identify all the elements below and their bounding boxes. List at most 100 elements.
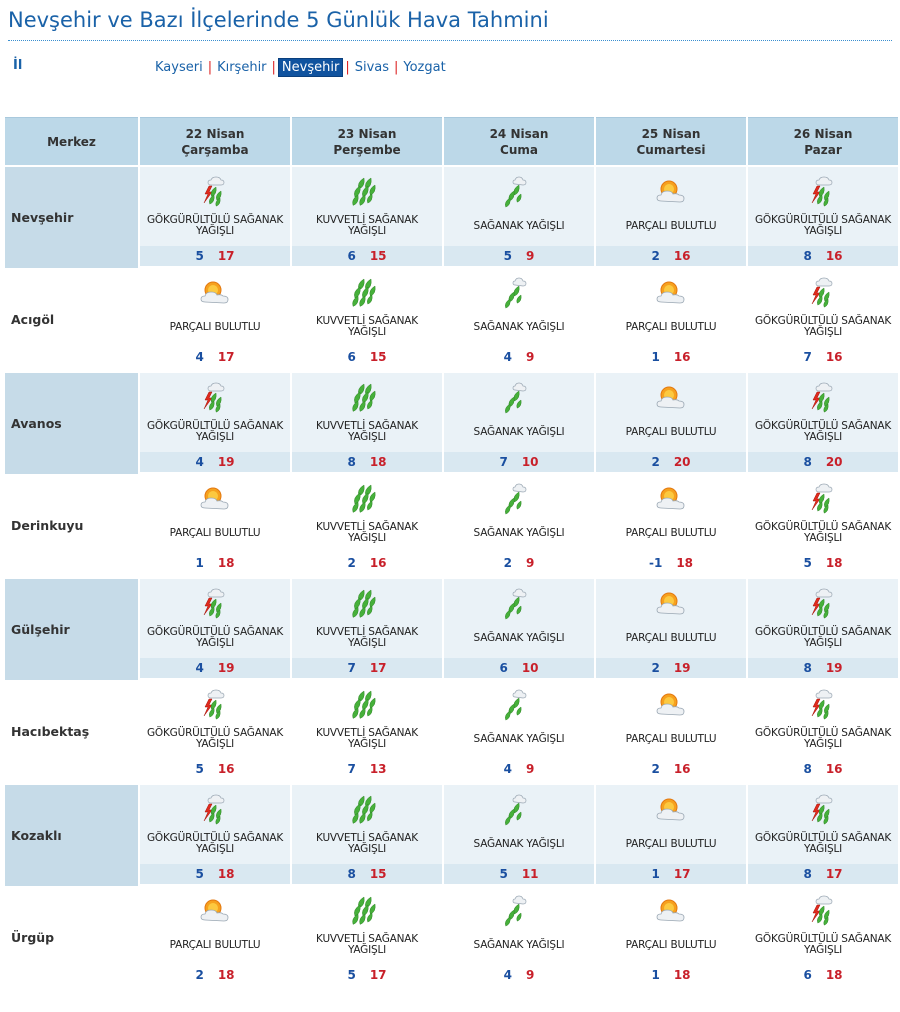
forecast-cell-top: KUVVETLİ SAĞANAK YAĞIŞLI (292, 680, 442, 759)
city-link-4[interactable]: Yozgat (403, 60, 446, 75)
heavy-shower-icon (349, 380, 385, 416)
forecast-cell: PARÇALI BULUTLU 2 16 (596, 167, 746, 268)
forecast-cell: GÖKGÜRÜLTÜLÜ SAĞANAK YAĞIŞLI 4 19 (140, 579, 290, 680)
thunder-shower-icon (197, 792, 233, 828)
heavy-shower-icon (349, 481, 385, 517)
forecast-cell-top: SAĞANAK YAĞIŞLI (444, 886, 594, 965)
forecast-cell-top: GÖKGÜRÜLTÜLÜ SAĞANAK YAĞIŞLI (140, 785, 290, 864)
heavy-shower-icon (349, 275, 385, 311)
condition-text: GÖKGÜRÜLTÜLÜ SAĞANAK YAĞIŞLI (146, 832, 284, 855)
forecast-cell: SAĞANAK YAĞIŞLI 4 9 (444, 268, 594, 371)
nav-separator: | (207, 60, 213, 75)
max-temp: 17 (673, 867, 691, 881)
temperature-row: 6 18 (748, 965, 898, 985)
condition-text: KUVVETLİ SAĞANAK YAĞIŞLI (316, 315, 418, 338)
day-date: 24 Nisan (489, 126, 549, 141)
temperature-row: 2 18 (140, 965, 290, 985)
min-temp: 6 (347, 350, 356, 364)
heavy-shower-icon (349, 893, 385, 929)
condition-text: SAĞANAK YAĞIŞLI (473, 938, 565, 951)
max-temp: 18 (217, 556, 235, 570)
max-temp: 9 (526, 968, 535, 982)
thunder-shower-icon (197, 380, 233, 416)
max-temp: 17 (369, 968, 387, 982)
max-temp: 16 (825, 249, 843, 263)
district-name: Avanos (5, 373, 138, 474)
min-temp: 5 (195, 867, 204, 881)
forecast-cell-top: GÖKGÜRÜLTÜLÜ SAĞANAK YAĞIŞLI (140, 373, 290, 452)
thunder-shower-icon (805, 687, 841, 723)
min-temp: 2 (651, 249, 660, 263)
temperature-row: 7 10 (444, 452, 594, 472)
condition-text: GÖKGÜRÜLTÜLÜ SAĞANAK YAĞIŞLI (754, 832, 892, 855)
day-weekday: Pazar (804, 142, 842, 157)
forecast-cell-top: KUVVETLİ SAĞANAK YAĞIŞLI (292, 785, 442, 864)
temperature-row: 5 16 (140, 759, 290, 779)
min-temp: 2 (503, 556, 512, 570)
city-link-0[interactable]: Kayseri (155, 60, 203, 75)
day-weekday: Cuma (500, 142, 538, 157)
partly-cloudy-icon (197, 275, 233, 311)
min-temp: 5 (499, 867, 508, 881)
max-temp: 17 (217, 249, 235, 263)
min-temp: 5 (503, 249, 512, 263)
forecast-cell-top: GÖKGÜRÜLTÜLÜ SAĞANAK YAĞIŞLI (748, 785, 898, 864)
min-temp: 8 (803, 455, 812, 469)
min-temp: 4 (503, 762, 512, 776)
day-weekday: Perşembe (333, 142, 401, 157)
day-header-0: 22 Nisan Çarşamba (140, 117, 290, 165)
temperature-row: 5 18 (748, 553, 898, 573)
district-name: Derinkuyu (5, 474, 138, 577)
max-temp: 20 (825, 455, 843, 469)
forecast-cell-top: GÖKGÜRÜLTÜLÜ SAĞANAK YAĞIŞLI (140, 680, 290, 759)
min-temp: 4 (195, 661, 204, 675)
forecast-cell-top: KUVVETLİ SAĞANAK YAĞIŞLI (292, 886, 442, 965)
min-temp: 2 (347, 556, 356, 570)
city-link-3[interactable]: Sivas (354, 60, 389, 75)
city-link-2[interactable]: Nevşehir (277, 58, 344, 77)
city-link-1[interactable]: Kırşehir (217, 60, 267, 75)
shower-icon (501, 275, 537, 311)
forecast-cell: KUVVETLİ SAĞANAK YAĞIŞLI 2 16 (292, 474, 442, 577)
day-header-1: 23 Nisan Perşembe (292, 117, 442, 165)
forecast-cell-top: KUVVETLİ SAĞANAK YAĞIŞLI (292, 373, 442, 452)
forecast-cell-top: SAĞANAK YAĞIŞLI (444, 373, 594, 452)
max-temp: 19 (217, 455, 235, 469)
max-temp: 10 (521, 661, 539, 675)
temperature-row: 8 16 (748, 759, 898, 779)
thunder-shower-icon (805, 174, 841, 210)
shower-icon (501, 586, 537, 622)
shower-icon (501, 481, 537, 517)
partly-cloudy-icon (653, 893, 689, 929)
forecast-cell: KUVVETLİ SAĞANAK YAĞIŞLI 6 15 (292, 268, 442, 371)
nav-separator: | (271, 60, 276, 75)
condition-text: GÖKGÜRÜLTÜLÜ SAĞANAK YAĞIŞLI (754, 521, 892, 544)
partly-cloudy-icon (653, 275, 689, 311)
forecast-cell: KUVVETLİ SAĞANAK YAĞIŞLI 5 17 (292, 886, 442, 989)
forecast-cell-top: GÖKGÜRÜLTÜLÜ SAĞANAK YAĞIŞLI (140, 167, 290, 246)
forecast-cell: PARÇALI BULUTLU 1 18 (140, 474, 290, 577)
max-temp: 18 (217, 968, 235, 982)
condition-text: KUVVETLİ SAĞANAK YAĞIŞLI (316, 933, 418, 956)
condition-text: SAĞANAK YAĞIŞLI (473, 526, 565, 539)
forecast-cell: SAĞANAK YAĞIŞLI 5 11 (444, 785, 594, 886)
day-date: 22 Nisan (185, 126, 245, 141)
temperature-row: 8 20 (748, 452, 898, 472)
temperature-row: 4 17 (140, 347, 290, 367)
max-temp: 16 (825, 350, 843, 364)
min-temp: 7 (803, 350, 812, 364)
max-temp: 17 (369, 661, 387, 675)
max-temp: 18 (673, 968, 691, 982)
temperature-row: 7 16 (748, 347, 898, 367)
min-temp: 4 (503, 968, 512, 982)
max-temp: 13 (369, 762, 387, 776)
max-temp: 19 (217, 661, 235, 675)
condition-text: PARÇALI BULUTLU (625, 732, 717, 745)
max-temp: 19 (673, 661, 691, 675)
min-temp: -1 (648, 556, 663, 570)
forecast-cell: GÖKGÜRÜLTÜLÜ SAĞANAK YAĞIŞLI 8 20 (748, 373, 898, 474)
thunder-shower-icon (805, 481, 841, 517)
day-date: 26 Nisan (793, 126, 853, 141)
